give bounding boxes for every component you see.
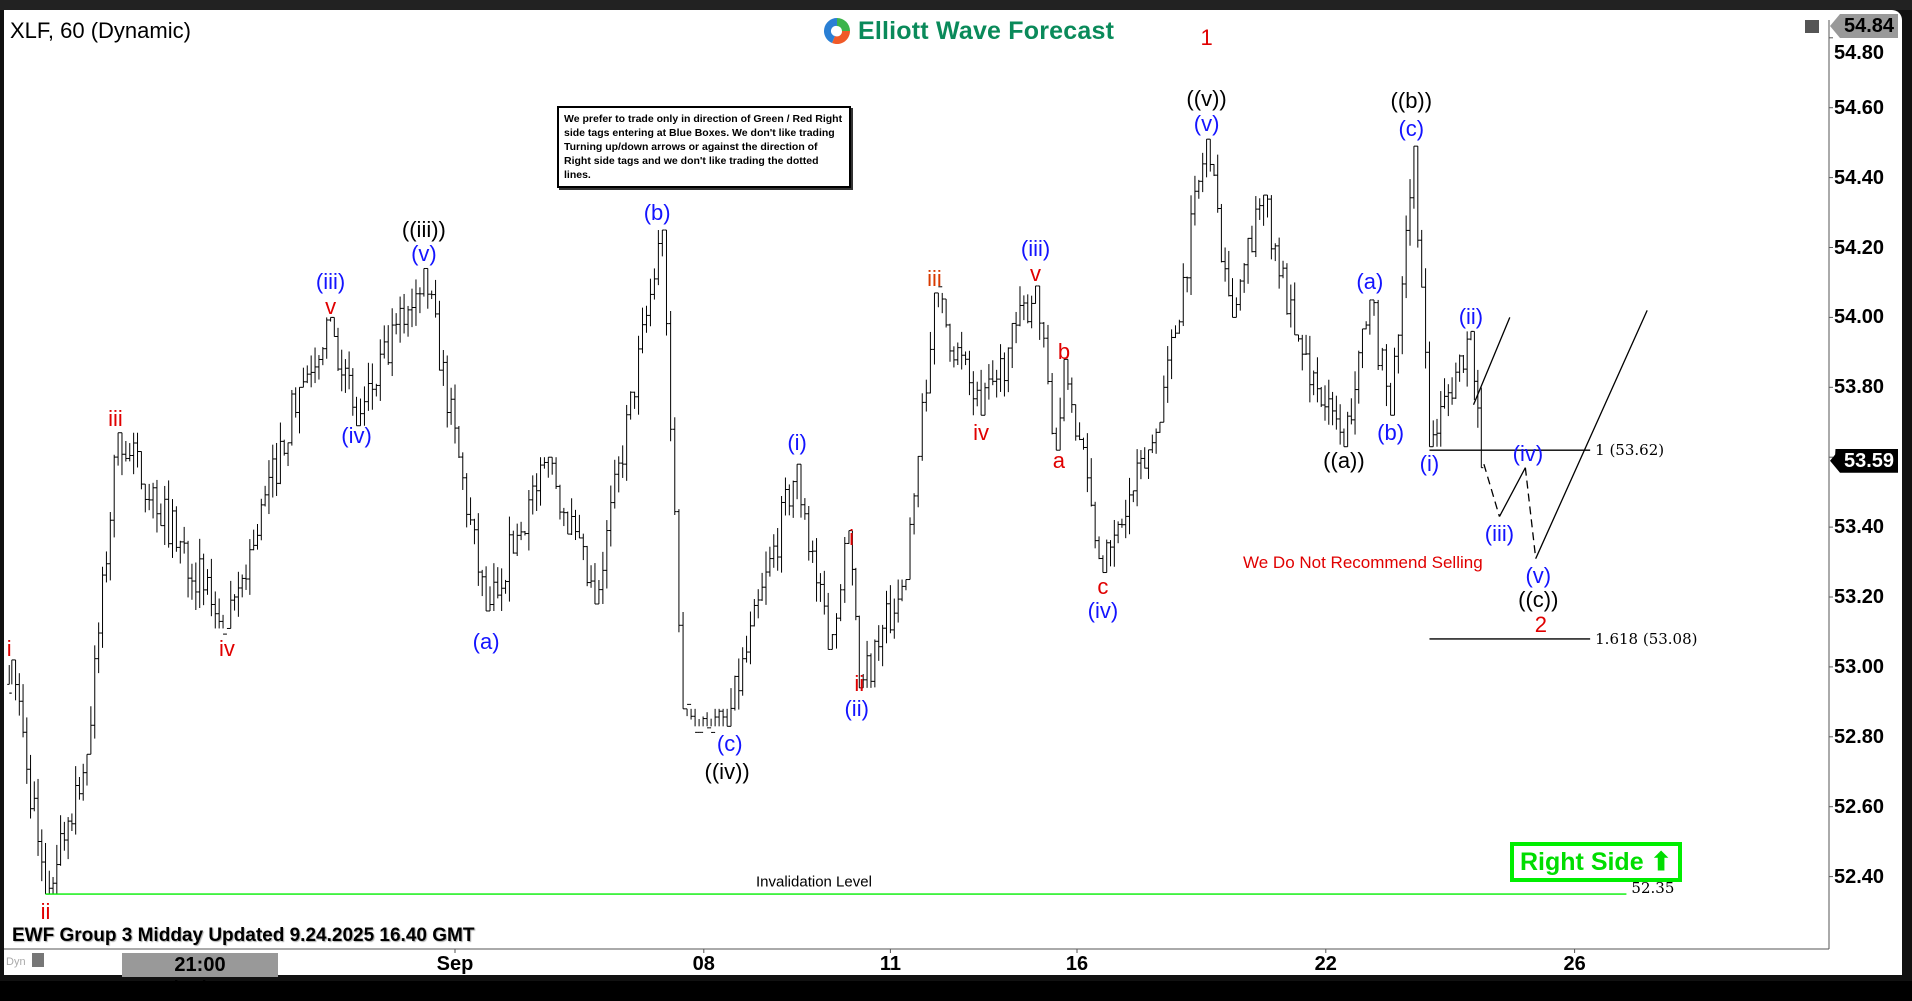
wave-label: ((a)) bbox=[1323, 447, 1365, 473]
time-tick-label: Sep bbox=[436, 953, 474, 975]
wave-label: 1 bbox=[1200, 24, 1213, 50]
wave-label: (iv) bbox=[341, 423, 372, 449]
wave-label: ((c)) bbox=[1518, 587, 1559, 613]
price-tick-label: 52.80 bbox=[1834, 725, 1885, 748]
wave-label: (iv) bbox=[1512, 440, 1544, 466]
wave-label: i bbox=[849, 524, 854, 550]
trading-notice: We prefer to trade only in direction of … bbox=[557, 106, 851, 188]
wave-label: (v) bbox=[1525, 563, 1552, 589]
wave-label: iii bbox=[108, 405, 123, 431]
wave-label: iv bbox=[973, 419, 990, 445]
price-tick-label: 53.80 bbox=[1834, 376, 1885, 399]
level-label: 1.618 (53.08) bbox=[1595, 629, 1698, 648]
projection-dashed-line bbox=[1483, 464, 1501, 517]
wave-label: a bbox=[1052, 447, 1065, 473]
price-tick-label: 53.40 bbox=[1834, 516, 1885, 539]
wave-label: (ii) bbox=[844, 695, 869, 721]
wave-label: (i) bbox=[1419, 451, 1440, 477]
dyn-label: Dyn bbox=[6, 956, 26, 968]
price-tick-label: 53.00 bbox=[1834, 655, 1885, 678]
wave-label: (b) bbox=[1377, 419, 1405, 445]
lock-icon[interactable] bbox=[32, 953, 44, 967]
projection-line bbox=[1472, 317, 1511, 406]
time-tick-label: 26 bbox=[1563, 953, 1586, 975]
time-tick-label: 22 bbox=[1314, 953, 1337, 975]
time-tick-label: 08 bbox=[692, 953, 715, 975]
chart-canvas bbox=[4, 10, 1902, 975]
wave-label: (v) bbox=[411, 241, 437, 267]
invalidation-level-label: Invalidation Level bbox=[756, 873, 872, 891]
wave-label: ((iv)) bbox=[704, 758, 750, 784]
crosshair-date-label: 21:00 08/25/2025 bbox=[122, 953, 278, 1000]
wave-label: (iv) bbox=[1087, 597, 1119, 623]
wave-label: ((v)) bbox=[1186, 85, 1227, 111]
wave-label: (iii) bbox=[1484, 521, 1515, 547]
wave-label: ii bbox=[854, 671, 865, 697]
projection-dashed-line bbox=[1524, 467, 1537, 559]
projection-line bbox=[1498, 467, 1526, 517]
wave-label: (c) bbox=[1398, 115, 1425, 141]
wave-label: b bbox=[1057, 339, 1071, 365]
up-arrow-icon: ⬆ bbox=[1650, 848, 1672, 877]
price-tick-label: 54.40 bbox=[1834, 166, 1885, 189]
restore-window-icon[interactable] bbox=[1805, 20, 1819, 33]
price-tick-label: 54.60 bbox=[1834, 96, 1885, 119]
update-caption: EWF Group 3 Midday Updated 9.24.2025 16.… bbox=[12, 925, 475, 946]
wave-label: (ii) bbox=[1458, 304, 1484, 330]
wave-label: i bbox=[6, 636, 12, 662]
window-top-bar bbox=[0, 0, 1912, 10]
time-tick-label: 11 bbox=[879, 953, 901, 975]
wave-label: (iii) bbox=[1020, 235, 1051, 261]
price-tick-label: 53.20 bbox=[1834, 586, 1885, 608]
brand-logo: Elliott Wave Forecast bbox=[822, 16, 1114, 46]
wave-label: iv bbox=[218, 636, 235, 662]
price-tick-label: 54.80 bbox=[1834, 42, 1885, 64]
wave-label: c bbox=[1097, 573, 1109, 599]
right-side-tag: Right Side ⬆ bbox=[1510, 842, 1682, 883]
wave-label: (i) bbox=[787, 430, 807, 456]
wave-label: iii bbox=[927, 265, 942, 291]
symbol-title: XLF, 60 (Dynamic) bbox=[10, 18, 191, 43]
wave-label: v bbox=[1030, 260, 1042, 286]
wave-label: (a) bbox=[472, 629, 500, 655]
last-price-tag: 53.59 bbox=[1830, 448, 1899, 473]
wave-label: (a) bbox=[1356, 269, 1384, 295]
wave-label: ((b)) bbox=[1390, 87, 1433, 113]
wave-label: ((iii)) bbox=[401, 217, 446, 243]
projection-line bbox=[1535, 310, 1648, 559]
right-side-label: Right Side bbox=[1520, 848, 1644, 877]
wave-label: ii bbox=[40, 898, 51, 924]
selling-warning: We Do Not Recommend Selling bbox=[1243, 553, 1483, 572]
price-tick-label: 54.20 bbox=[1834, 236, 1885, 259]
logo-swirl-icon bbox=[824, 18, 850, 44]
price-tick-label: 52.60 bbox=[1834, 795, 1885, 818]
time-tick-label: 16 bbox=[1065, 953, 1089, 975]
wave-label: (b) bbox=[643, 199, 671, 225]
wave-label: (c) bbox=[716, 730, 743, 756]
level-label: 52.35 bbox=[1631, 879, 1675, 898]
wave-label: (iii) bbox=[315, 269, 346, 295]
wave-label: (v) bbox=[1193, 110, 1220, 136]
level-label: 1 (53.62) bbox=[1595, 441, 1665, 460]
price-tick-label: 52.40 bbox=[1834, 865, 1885, 888]
wave-label: 2 bbox=[1534, 611, 1548, 637]
wave-label: v bbox=[325, 294, 337, 320]
top-price-tag: 54.84 bbox=[1830, 14, 1899, 38]
brand-name: Elliott Wave Forecast bbox=[858, 16, 1115, 45]
price-tick-label: 54.00 bbox=[1834, 306, 1885, 329]
